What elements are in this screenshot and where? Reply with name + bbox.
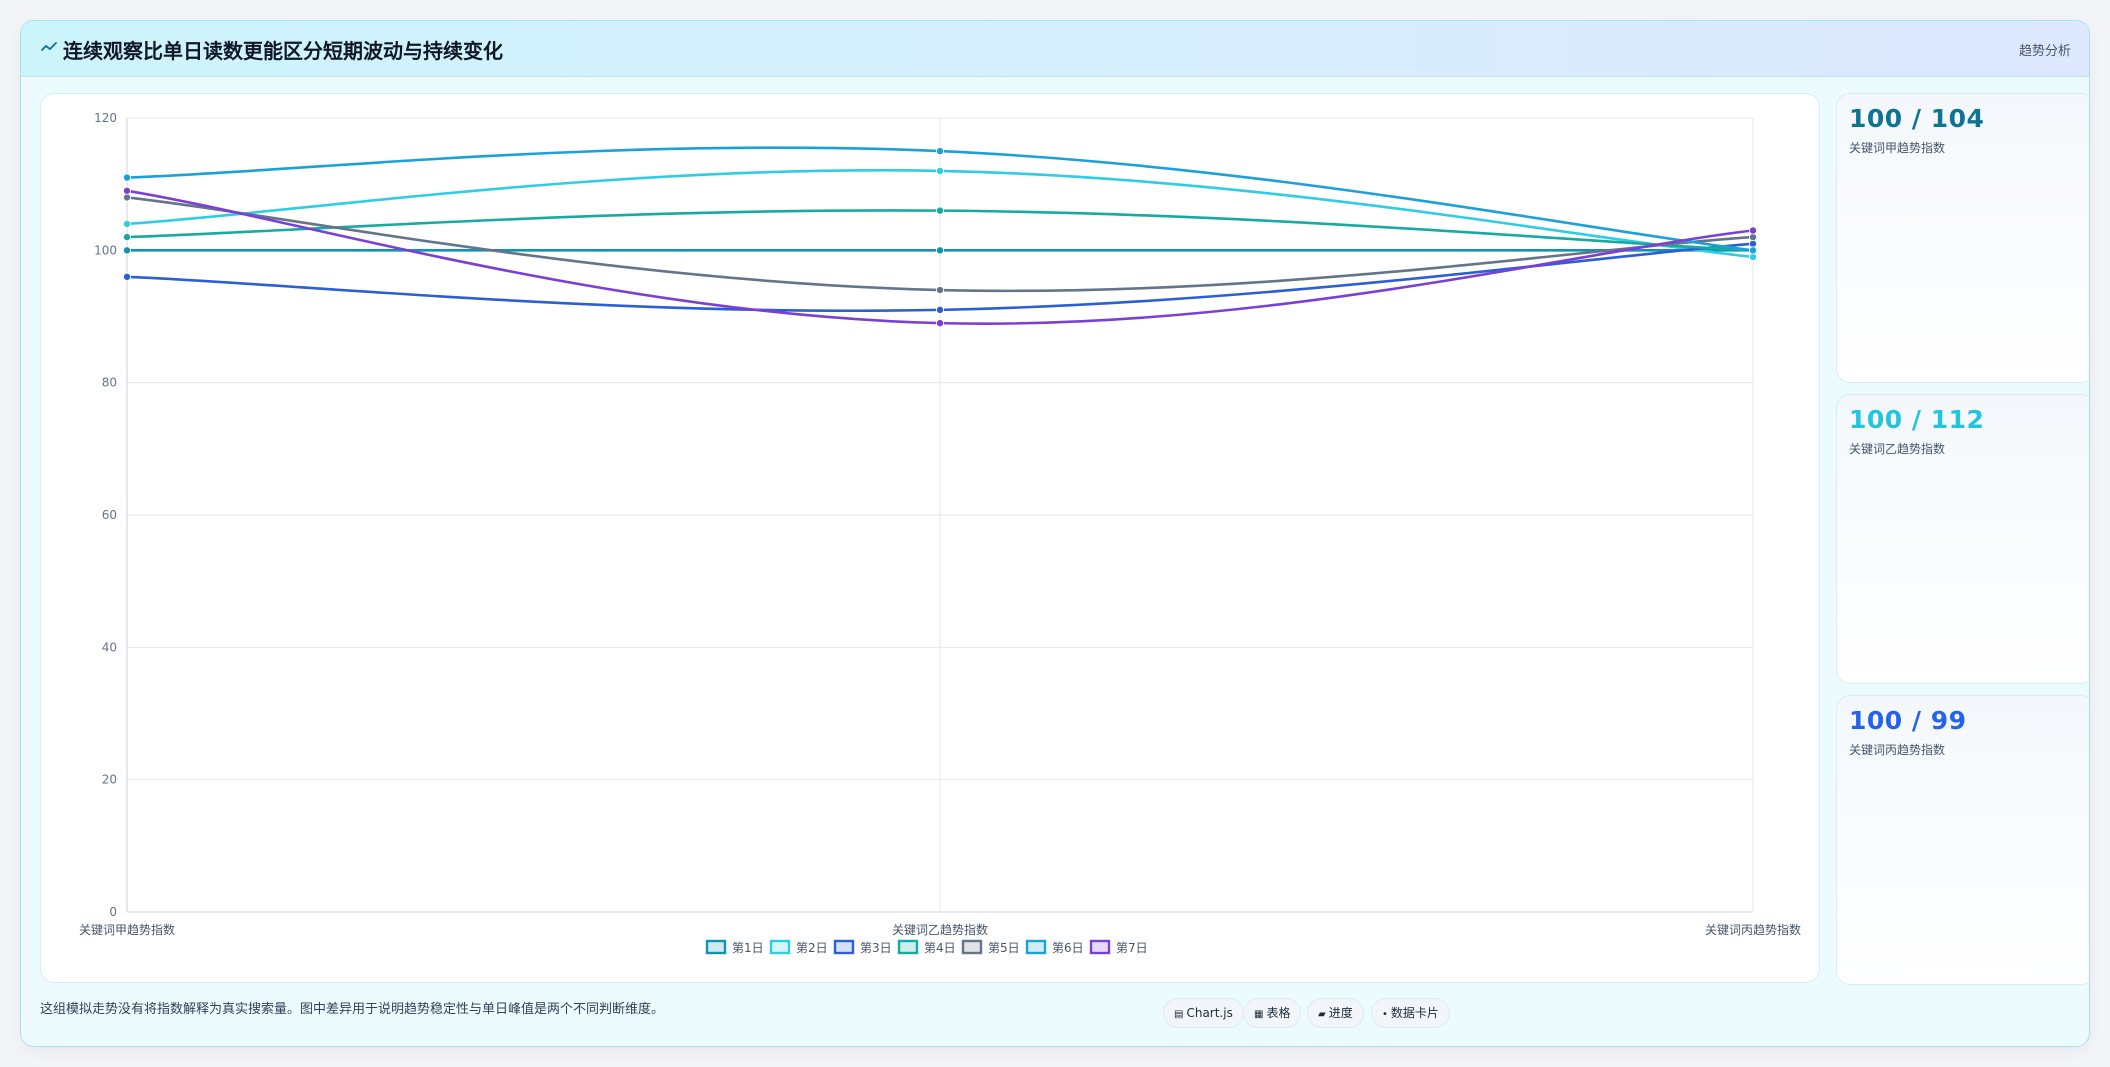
chip-chartjs[interactable]: ▤ Chart.js (1163, 998, 1244, 1028)
chip-progress[interactable]: ▰ 进度 (1307, 998, 1364, 1028)
stat-card-label: 关键词丙趋势指数 (1849, 743, 1946, 757)
data-point (936, 206, 945, 215)
legend-label: 第7日 (1116, 941, 1148, 955)
x-tick-label: 关键词甲趋势指数 (79, 922, 175, 937)
data-point (1749, 246, 1758, 255)
data-point (1749, 252, 1758, 261)
data-point (936, 147, 945, 156)
data-point (123, 193, 132, 202)
data-point (123, 186, 132, 195)
legend-swatch (705, 939, 727, 955)
chip-label: Chart.js (1186, 1006, 1233, 1020)
stat-card: 100 / 104 关键词甲趋势指数 (1836, 93, 2089, 383)
stat-card-label: 关键词乙趋势指数 (1849, 442, 1946, 456)
legend-swatch (1089, 939, 1111, 955)
page-title: 连续观察比单日读数更能区分短期波动与持续变化 (63, 39, 503, 63)
stat-card: 100 / 112 关键词乙趋势指数 (1836, 394, 2089, 684)
chip-label: 进度 (1328, 1006, 1353, 1020)
chip-table[interactable]: ▦ 表格 (1243, 998, 1302, 1028)
x-tick-label: 关键词丙趋势指数 (1705, 922, 1801, 937)
chart-icon: ▤ (1174, 1009, 1184, 1020)
chart-panel: 0 20 40 60 80 100 120 关键词甲趋势指数 关键词乙趋势指数 关键词丙趋势指数第… (40, 93, 1820, 983)
chip-label: 表格 (1266, 1006, 1291, 1020)
legend-swatch (769, 939, 791, 955)
table-icon: ▦ (1254, 1009, 1264, 1020)
data-point (1749, 226, 1758, 235)
stat-card: 100 / 99 关键词丙趋势指数 (1836, 695, 2089, 985)
y-tick-label: 40 (102, 640, 117, 654)
line-chart: 0 20 40 60 80 100 120 关键词甲趋势指数 关键词乙趋势指数 关键词丙趋势指数第… (79, 111, 1801, 955)
y-tick-label: 80 (102, 376, 117, 390)
legend-item[interactable]: 第7日 (1089, 939, 1148, 955)
footnote: 这组模拟走势没有将指数解释为真实搜索量。图中差异用于说明趋势稳定性与单日峰值是两… (40, 1002, 665, 1017)
x-tick-label: 关键词乙趋势指数 (892, 922, 988, 937)
y-tick-label: 20 (102, 773, 117, 787)
header-tag: 趋势分析 (2018, 44, 2071, 59)
legend-item[interactable]: 第5日 (961, 939, 1020, 955)
data-point (936, 286, 945, 295)
legend-swatch (833, 939, 855, 955)
dashboard-frame: 连续观察比单日读数更能区分短期波动与持续变化 趋势分析 0 20 40 60 80 100… (20, 20, 2090, 1047)
data-point (936, 246, 945, 255)
legend-label: 第2日 (796, 941, 828, 955)
y-tick-label: 60 (102, 508, 117, 522)
legend-swatch (897, 939, 919, 955)
data-point (123, 246, 132, 255)
trend-line-icon (41, 39, 57, 55)
stat-card-label: 关键词甲趋势指数 (1849, 141, 1946, 155)
legend-swatch (961, 939, 983, 955)
data-point (123, 233, 132, 242)
legend-label: 第5日 (988, 941, 1020, 955)
legend-label: 第3日 (860, 941, 892, 955)
data-point (936, 166, 945, 175)
data-point (1749, 239, 1758, 248)
data-point (1749, 233, 1758, 242)
legend-item[interactable]: 第1日 (705, 939, 764, 955)
data-point (123, 272, 132, 281)
stat-card-value: 100 / 99 (1849, 706, 1967, 735)
chip-label: 数据卡片 (1390, 1006, 1439, 1020)
y-tick-label: 100 (94, 243, 117, 257)
data-point (123, 219, 132, 228)
progress-icon: ▰ (1318, 1009, 1326, 1020)
legend-item[interactable]: 第4日 (897, 939, 956, 955)
data-point (936, 319, 945, 328)
legend-label: 第6日 (1052, 941, 1084, 955)
chip-card[interactable]: • 数据卡片 (1371, 998, 1450, 1028)
y-tick-label: 120 (94, 111, 117, 125)
stat-card-value: 100 / 104 (1849, 104, 1985, 133)
legend-item[interactable]: 第6日 (1025, 939, 1084, 955)
data-point (936, 305, 945, 314)
header-bar: 连续观察比单日读数更能区分短期波动与持续变化 趋势分析 (21, 21, 2089, 77)
stat-card-value: 100 / 112 (1849, 405, 1985, 434)
legend-label: 第1日 (732, 941, 764, 955)
legend-swatch (1025, 939, 1047, 955)
legend-label: 第4日 (924, 941, 956, 955)
legend-item[interactable]: 第3日 (833, 939, 892, 955)
y-tick-label: 0 (109, 905, 117, 919)
legend-item[interactable]: 第2日 (769, 939, 828, 955)
card-icon: • (1382, 1009, 1388, 1020)
data-point (123, 173, 132, 182)
